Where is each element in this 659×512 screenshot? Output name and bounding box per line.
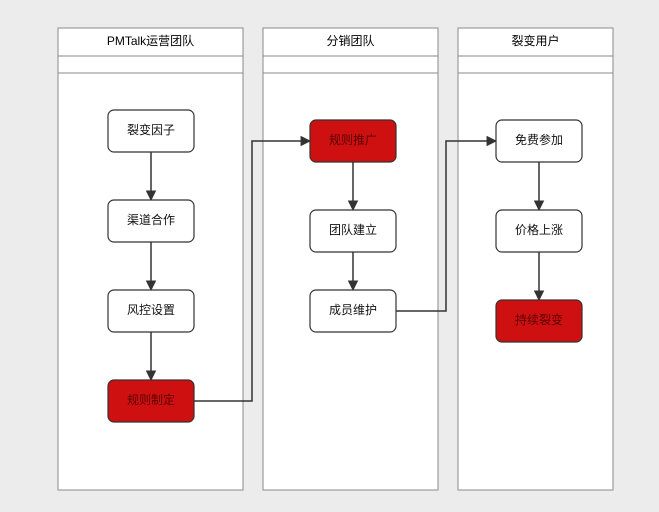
node-label-n3: 风控设置 (127, 303, 175, 317)
lane-lane3 (458, 28, 613, 490)
node-label-n9: 价格上涨 (515, 222, 563, 237)
flowchart-svg: PMTalk运营团队 分销团队 裂变用户裂变因子渠道合作风控设置规则制定 规则推广团队… (0, 0, 659, 512)
node-label-n6: 团队建立 (329, 222, 377, 237)
node-label-n7: 成员维护 (329, 303, 377, 317)
node-label-n10: 持续裂变 (515, 312, 563, 327)
node-label-n8: 免费参加 (515, 132, 563, 147)
node-label-n5: 规则推广 (329, 132, 377, 147)
lane-header-lane2: 分销团队 (326, 33, 374, 48)
node-label-n1: 裂变因子 (127, 122, 175, 137)
lane-lane2 (263, 28, 438, 490)
node-label-n4: 规则制定 (127, 392, 175, 407)
diagram-canvas: PMTalk运营团队 分销团队 裂变用户裂变因子渠道合作风控设置规则制定 规则推广团队… (0, 0, 659, 512)
node-label-n2: 渠道合作 (127, 212, 175, 227)
lane-header-lane3: 裂变用户 (511, 33, 559, 48)
lane-header-lane1: PMTalk运营团队 (107, 33, 194, 48)
